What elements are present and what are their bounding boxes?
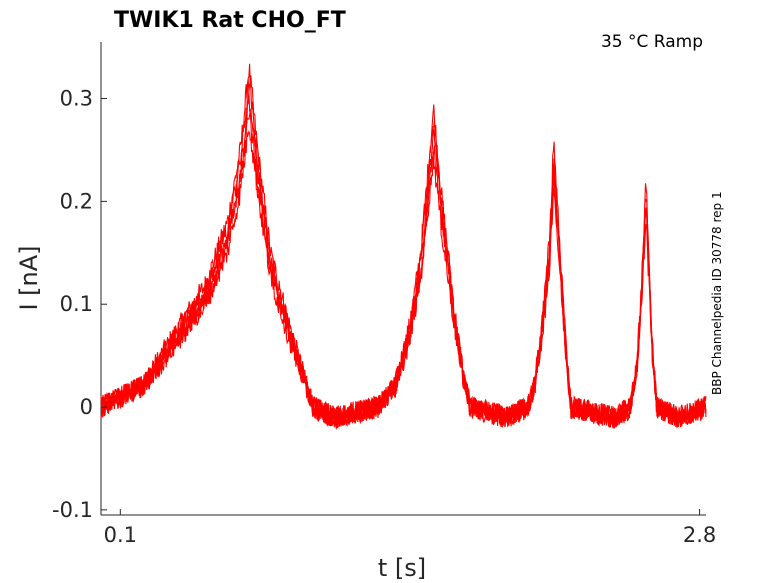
y-tick-label: 0.2 xyxy=(60,189,93,213)
condition-label: 35 °C Ramp xyxy=(601,32,703,52)
x-tick-group: 0.1 2.8 xyxy=(104,509,716,547)
y-tick-label: 0.1 xyxy=(60,292,93,316)
y-tick-label: -0.1 xyxy=(52,498,93,522)
trace-sweep xyxy=(100,90,707,431)
x-tick-label: 2.8 xyxy=(683,523,716,547)
x-tick-label: 0.1 xyxy=(104,523,137,547)
x-axis-label: t [s] xyxy=(378,554,426,582)
y-tick-group: -0.1 0 0.1 0.2 0.3 xyxy=(52,87,107,522)
y-tick-label: 0 xyxy=(80,395,93,419)
trace-sweep xyxy=(100,63,707,430)
trace-group xyxy=(100,63,707,431)
y-tick-label: 0.3 xyxy=(60,87,93,111)
trace-sweep xyxy=(100,112,707,429)
trace-sweep xyxy=(100,130,707,428)
trace-sweep xyxy=(100,79,707,429)
chart-title: TWIK1 Rat CHO_FT xyxy=(114,8,346,33)
side-label: BBP Channelpedia ID 30778 rep 1 xyxy=(710,191,724,395)
y-axis-label: I [nA] xyxy=(15,245,43,310)
